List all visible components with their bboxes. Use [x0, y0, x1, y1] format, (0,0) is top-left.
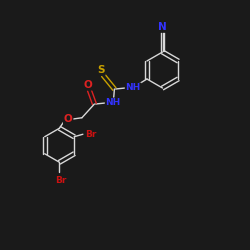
Text: Br: Br [55, 176, 66, 185]
Text: N: N [158, 22, 167, 32]
Text: S: S [98, 65, 105, 75]
Text: NH: NH [126, 83, 141, 92]
Text: O: O [64, 114, 72, 124]
Text: Br: Br [86, 130, 97, 139]
Text: O: O [84, 80, 92, 90]
Text: NH: NH [106, 98, 121, 107]
